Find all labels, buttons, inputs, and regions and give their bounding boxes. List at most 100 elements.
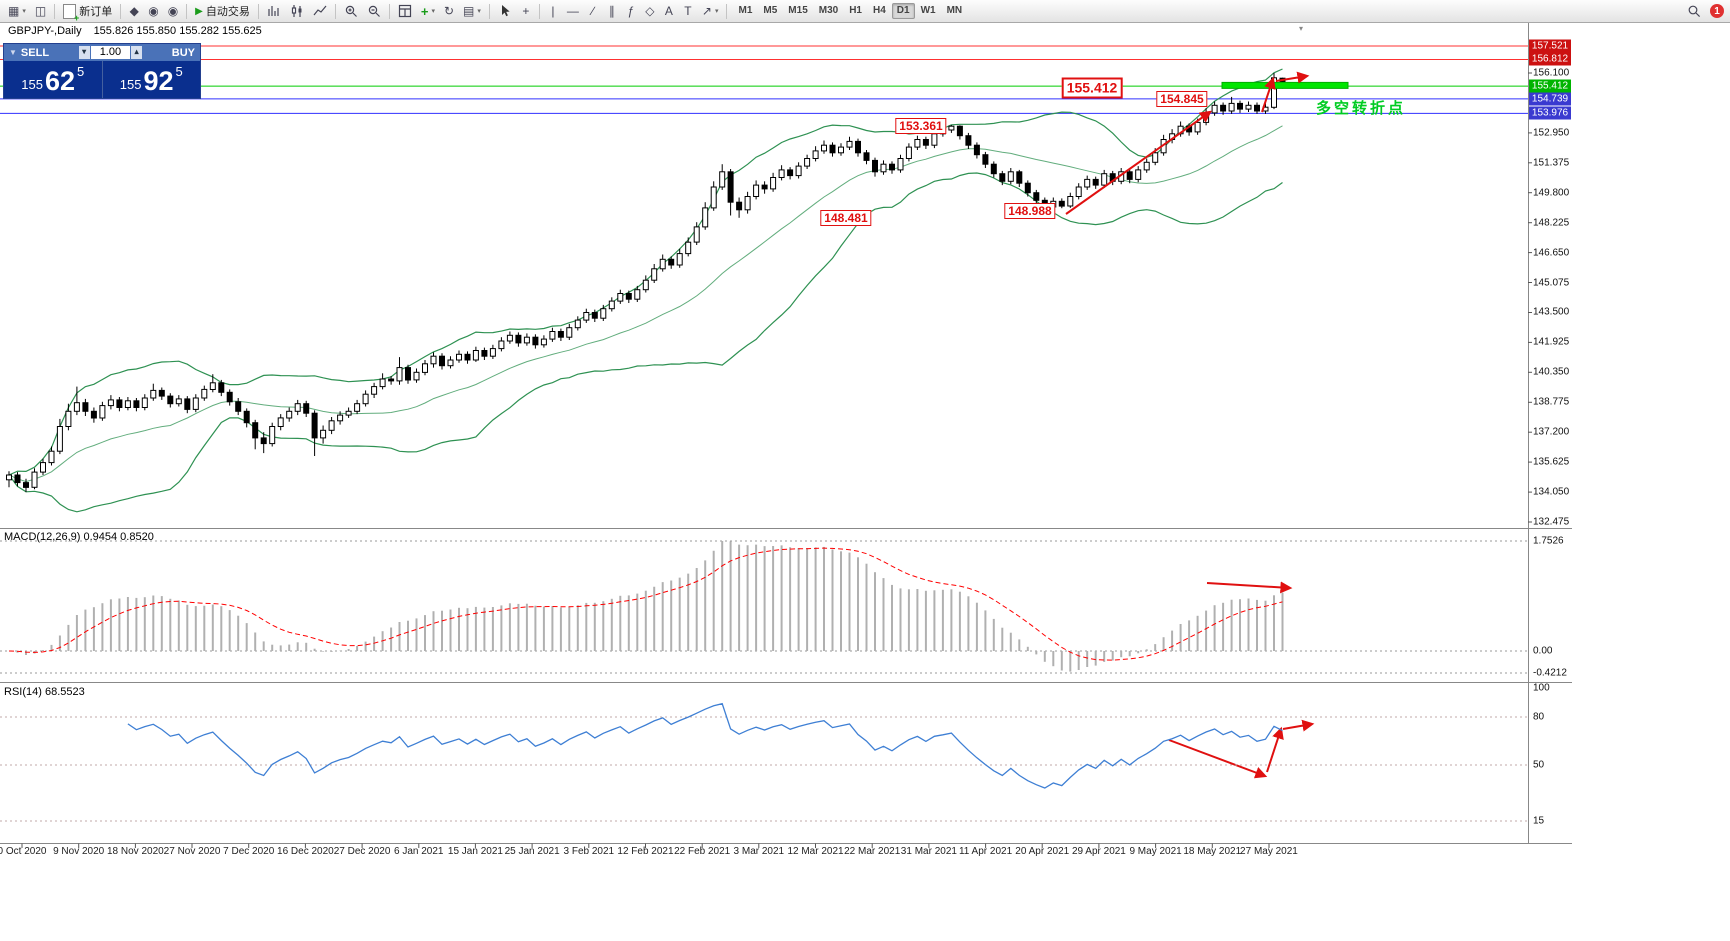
trend-arrow[interactable] — [1206, 581, 1293, 594]
shapes-button[interactable]: ◇ — [641, 2, 659, 20]
candlestick-button[interactable] — [286, 2, 308, 20]
price-level-box[interactable]: 153.976 — [1529, 106, 1571, 120]
fibonacci-button[interactable]: ƒ — [622, 2, 640, 20]
trend-arrow[interactable] — [1168, 739, 1268, 779]
price-callout-148.988[interactable]: 148.988 — [1004, 203, 1056, 219]
indicators-plus-icon: + — [420, 3, 429, 19]
candle — [48, 450, 55, 464]
timeframe-button-h4[interactable]: H4 — [868, 3, 891, 19]
trend-arrow[interactable] — [1065, 110, 1212, 215]
volume-down-button[interactable]: ▾ — [78, 46, 90, 59]
arrows-button[interactable]: ↗ ▾ — [698, 2, 723, 20]
timeframe-button-d1[interactable]: D1 — [891, 3, 915, 19]
macd-panel-plot[interactable] — [0, 540, 1528, 674]
cycles-button[interactable]: ↻ — [440, 2, 458, 20]
time-axis-label: 22 Feb 2021 — [674, 846, 731, 857]
data-window-button[interactable]: ◉ — [144, 2, 162, 20]
price-callout-154.845[interactable]: 154.845 — [1156, 91, 1208, 107]
buy-price-button[interactable]: 155 92 5 — [103, 61, 201, 98]
timeframe-button-w1[interactable]: W1 — [916, 3, 941, 19]
horizontal-line-icon: — — [566, 4, 579, 18]
price-callout-155.412[interactable]: 155.412 — [1061, 77, 1123, 99]
line-chart-button[interactable] — [309, 2, 331, 20]
candle — [90, 410, 97, 419]
channel-button[interactable]: ∥ — [603, 2, 621, 20]
trend-arrow[interactable] — [1275, 71, 1310, 84]
text-button[interactable]: A — [660, 2, 678, 20]
rsi-axis-label: 80 — [1533, 711, 1545, 723]
candle — [23, 482, 29, 488]
autotrade-button[interactable]: ▶ 自动交易 — [191, 2, 254, 20]
candle — [973, 144, 980, 156]
price-callout-148.481[interactable]: 148.481 — [820, 210, 872, 226]
chart-profiles-button[interactable]: ◫ — [31, 2, 50, 20]
new-order-button[interactable]: + 新订单 — [59, 2, 116, 23]
volume-up-button[interactable]: ▴ — [131, 46, 143, 59]
vertical-line-button[interactable]: | — [544, 2, 562, 20]
text-label-button[interactable]: T — [679, 2, 697, 20]
bollinger-middle-band — [8, 125, 1283, 483]
price-callout-153.361[interactable]: 153.361 — [895, 118, 947, 134]
sell-button[interactable]: SELL — [20, 46, 50, 59]
candle — [948, 125, 955, 131]
timeframe-button-m15[interactable]: M15 — [783, 3, 812, 19]
timeframe-button-m30[interactable]: M30 — [814, 3, 843, 19]
candle — [770, 177, 777, 190]
timeframe-button-m1[interactable]: M1 — [733, 3, 757, 19]
candle — [192, 397, 199, 410]
fibonacci-icon: ƒ — [627, 4, 635, 18]
price-chart-plot[interactable] — [0, 45, 1528, 513]
price-level-box[interactable]: 155.412 — [1529, 79, 1571, 93]
price-level-box[interactable]: 156.812 — [1529, 52, 1571, 66]
trendline-icon: ∕ — [591, 4, 594, 18]
trend-arrow[interactable] — [1282, 719, 1315, 732]
candle — [243, 410, 250, 424]
new-chart-button[interactable]: ▦ ▾ — [4, 2, 30, 20]
candle — [413, 371, 420, 381]
cursor-button[interactable] — [494, 2, 516, 20]
price-axis-label: 151.375 — [1533, 157, 1570, 169]
indicators-button[interactable]: + ▾ — [417, 2, 439, 20]
time-axis-label: 7 Dec 2020 — [223, 846, 275, 857]
candle — [235, 401, 242, 412]
price-level-box[interactable]: 154.739 — [1529, 92, 1571, 106]
trendline-button[interactable]: ∕ — [584, 2, 602, 20]
toolbar-separator — [388, 3, 390, 19]
volume-value[interactable]: 1.00 — [90, 46, 131, 59]
zoom-in-button[interactable] — [340, 2, 362, 20]
annotation-note-text[interactable]: 多空转折点 — [1316, 100, 1407, 117]
trend-arrow[interactable] — [1266, 726, 1284, 773]
horizontal-line-button[interactable]: — — [563, 2, 583, 20]
navigator-button[interactable]: ◉ — [164, 2, 182, 20]
chart-scroll-marker-icon[interactable]: ▾ — [1299, 24, 1304, 33]
sell-price-button[interactable]: 155 62 5 — [4, 61, 102, 98]
candle — [141, 397, 148, 408]
candle — [804, 158, 811, 167]
bar-chart-button[interactable] — [263, 2, 285, 20]
timeframe-button-mn[interactable]: MN — [942, 3, 968, 19]
notification-badge[interactable]: 1 — [1710, 4, 1724, 18]
candle — [269, 426, 276, 445]
search-button[interactable] — [1683, 2, 1705, 20]
buy-price-prefix: 155 — [119, 77, 142, 92]
trend-arrow[interactable] — [1261, 76, 1276, 113]
templates-button[interactable]: ▤ ▾ — [459, 2, 485, 20]
timeframe-button-h1[interactable]: H1 — [844, 3, 867, 19]
candle — [456, 353, 462, 361]
green-resistance-segment[interactable] — [1221, 81, 1349, 89]
market-watch-button[interactable]: ◆ — [125, 2, 143, 20]
candle — [821, 144, 827, 152]
crosshair-button[interactable]: + — [517, 2, 535, 20]
timeframe-button-m5[interactable]: M5 — [758, 3, 782, 19]
candle — [1126, 171, 1133, 180]
buy-button[interactable]: BUY — [171, 46, 195, 59]
price-axis-label: 148.225 — [1533, 217, 1570, 229]
tile-windows-button[interactable] — [394, 2, 416, 20]
price-level-box[interactable]: 157.521 — [1529, 39, 1571, 53]
rsi-panel-plot[interactable] — [0, 702, 1528, 822]
collapse-arrow-icon[interactable]: ▼ — [9, 48, 17, 57]
symbol-period-label: GBPJPY-,Daily — [8, 25, 82, 37]
zoom-out-button[interactable] — [363, 2, 385, 20]
